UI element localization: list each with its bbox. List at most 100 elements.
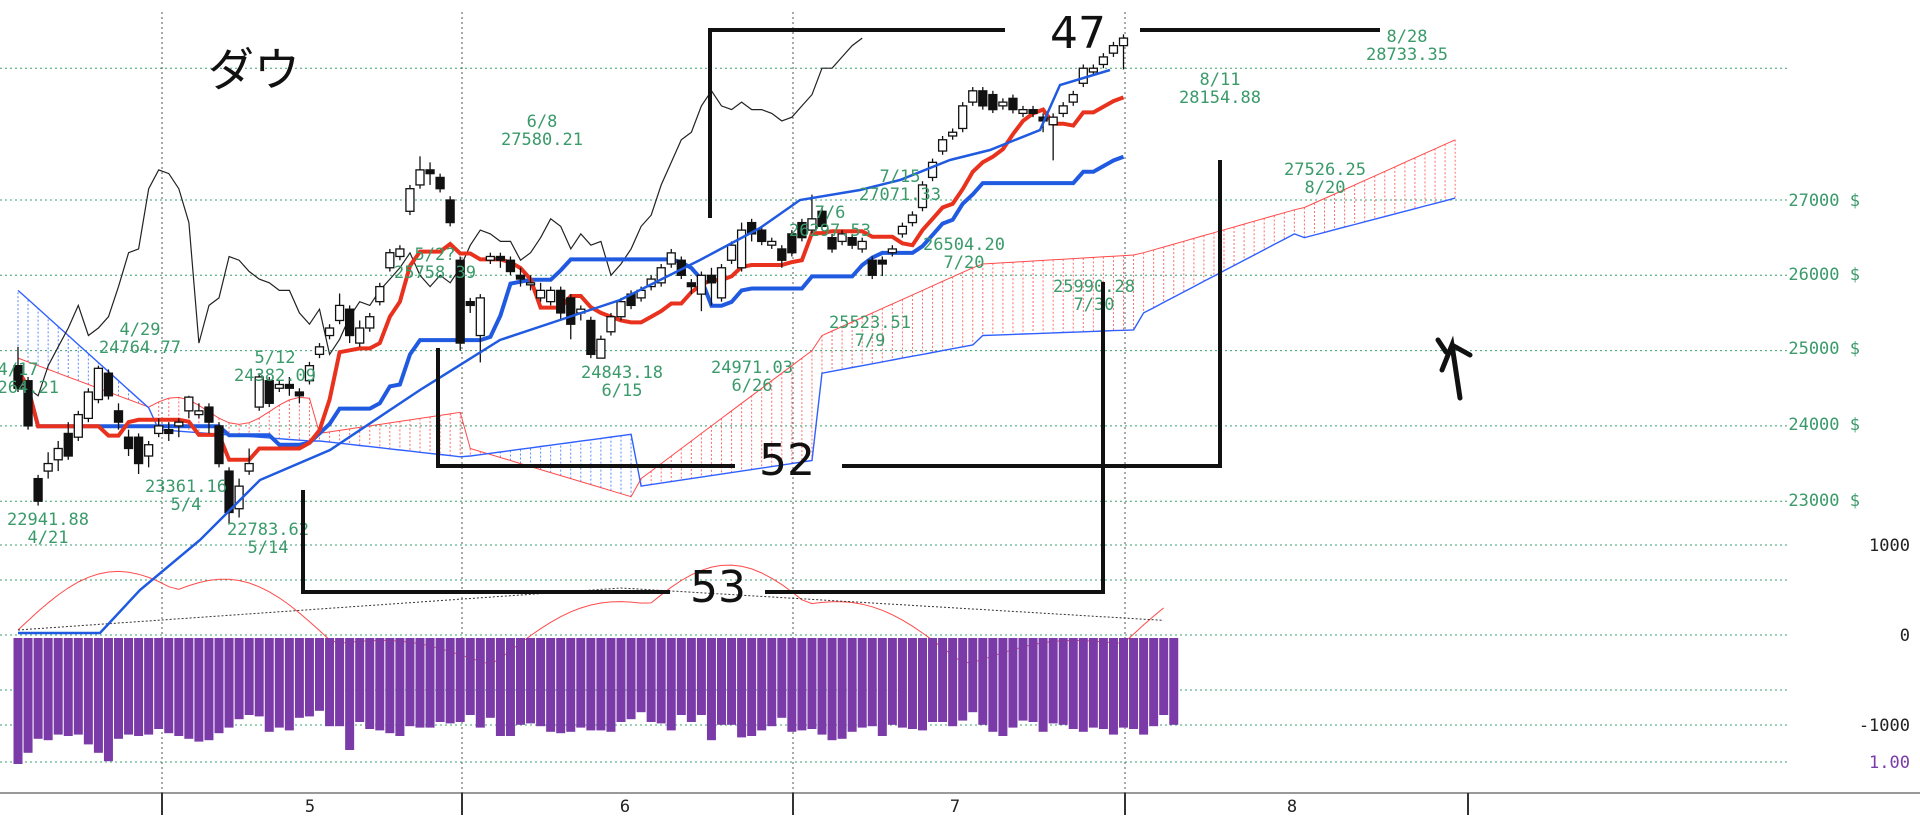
price-annotation: 27580.21 (501, 130, 583, 150)
volume-bar (998, 638, 1008, 736)
volume-bar (365, 638, 375, 729)
candle-body (897, 225, 908, 235)
price-annotation: 24764.77 (99, 338, 181, 358)
volume-bar (214, 638, 224, 734)
volume-bar (495, 638, 505, 736)
candle-body (978, 90, 988, 107)
candle-body (63, 432, 73, 457)
candle-body (787, 233, 797, 254)
price-annotation: 5/12 (255, 348, 296, 368)
candle-body (154, 425, 164, 435)
candle-body (1098, 56, 1109, 66)
candle-body (365, 316, 375, 329)
candle-body (465, 301, 475, 307)
volume-bar (254, 638, 264, 717)
candle-body (33, 477, 43, 502)
candle-body (937, 139, 948, 152)
oscillator-axis-tick: -1000 (1859, 716, 1910, 736)
volume-bar (807, 638, 817, 729)
candle-body (907, 214, 918, 224)
candle-body (777, 248, 787, 261)
volume-bar (747, 638, 757, 736)
chart-title: ダウ (208, 43, 300, 97)
volume-bar (877, 638, 887, 736)
month-label: 7 (950, 797, 960, 817)
candle-body (314, 346, 325, 356)
candle-body (556, 289, 566, 314)
volume-bar (154, 638, 164, 729)
volume-bar (1048, 638, 1058, 724)
candle-body (1048, 116, 1058, 126)
month-label: 5 (305, 797, 315, 817)
volume-bar (988, 638, 998, 732)
candle-body (1018, 108, 1028, 115)
volume-bar (134, 638, 144, 736)
candle-body (666, 252, 676, 265)
candle-body (546, 289, 556, 303)
price-annotation: 24843.18 (581, 363, 663, 383)
candle-body (83, 391, 93, 420)
volume-bar (83, 638, 93, 745)
volume-bar (1129, 638, 1139, 729)
volume-bar (33, 638, 43, 739)
volume-bar (1008, 638, 1018, 728)
candle-body (113, 410, 124, 423)
price-annotation: 22783.62 (227, 520, 309, 540)
candle-body (13, 365, 23, 389)
candle-body (757, 229, 767, 243)
price-axis-tick: 23000 $ (1788, 491, 1860, 511)
volume-bar (335, 638, 345, 727)
volume-bar (666, 638, 676, 731)
price-annotation: 7/6 (815, 203, 846, 223)
price-axis-tick: 27000 $ (1788, 191, 1860, 211)
volume-bar (445, 638, 455, 724)
volume-bar (385, 638, 395, 734)
candle-body (334, 304, 345, 322)
volume-bar (928, 638, 938, 722)
volume-bar (224, 638, 234, 728)
volume-bar (13, 638, 23, 764)
volume-bar (274, 638, 284, 728)
volume-bar (264, 638, 274, 732)
price-annotation: 25990.28 (1053, 277, 1135, 297)
volume-bar (435, 638, 445, 722)
volume-bar (345, 638, 355, 750)
macd-blue-line (18, 68, 1111, 635)
volume-bar (1169, 638, 1179, 725)
volume-bar (938, 638, 948, 722)
volume-bar (887, 638, 897, 725)
candle-body (535, 289, 546, 299)
volume-bar (907, 638, 917, 729)
volume-bar (1028, 638, 1038, 722)
candle-body (435, 176, 445, 190)
candle-body (917, 184, 928, 209)
price-annotation: 7/15 (880, 167, 921, 187)
volume-bar (596, 638, 606, 731)
volume-bar (526, 638, 536, 724)
period-bracket-line (842, 160, 1222, 468)
senkou-span-a-line (17, 139, 1456, 498)
candle-body (53, 447, 63, 461)
volume-bar (636, 638, 646, 713)
volume-bar (304, 638, 314, 717)
candle-body (696, 274, 707, 295)
volume-bar (787, 638, 797, 732)
price-annotation: 26504.20 (923, 235, 1005, 255)
chikou-span-line (17, 37, 863, 397)
volume-bar (1088, 638, 1098, 728)
volume-bar (777, 638, 787, 718)
candle-body (405, 188, 415, 212)
oscillator-axis-tick: 0 (1900, 626, 1910, 646)
volume-bar (817, 638, 827, 735)
period-count-label: 52 (759, 435, 815, 486)
month-label: 8 (1287, 797, 1297, 817)
candle-body (355, 327, 365, 344)
candle-body (958, 105, 968, 130)
candle-body (264, 380, 274, 404)
candle-body (133, 436, 144, 465)
volume-bar (174, 638, 184, 736)
price-annotation: 23361.16 (145, 477, 227, 497)
candle-body (706, 274, 717, 284)
candle-body (988, 93, 998, 111)
